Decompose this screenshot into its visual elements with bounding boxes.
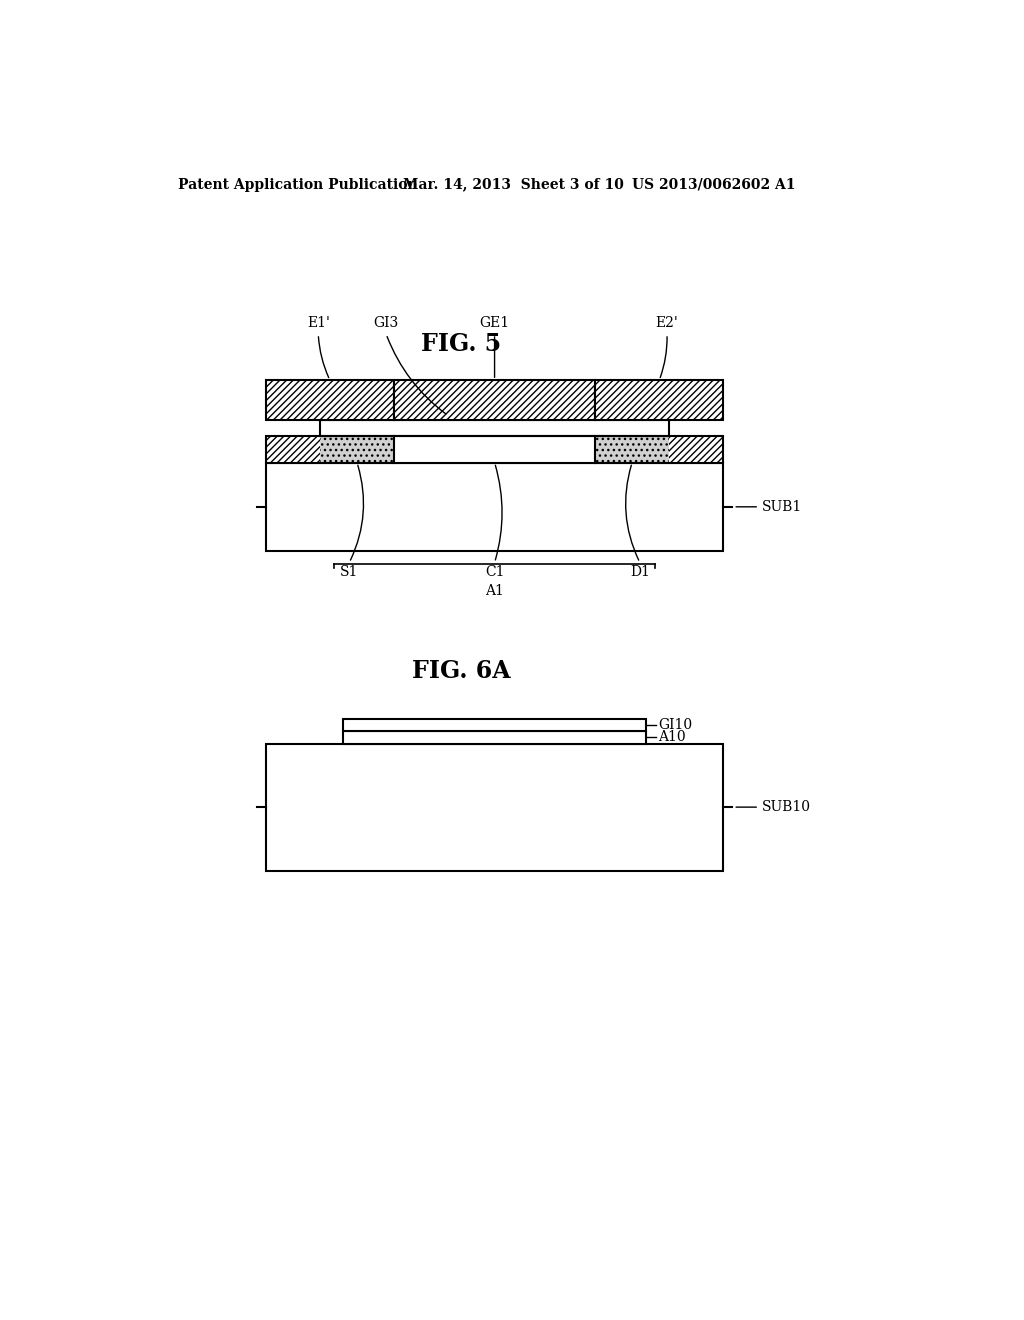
Bar [321,436,394,462]
Bar [343,731,646,743]
Text: A10: A10 [658,730,686,744]
Bar [394,380,595,420]
Text: S1: S1 [340,565,358,579]
Bar [266,436,321,462]
Text: SUB1: SUB1 [736,500,802,513]
Text: GE1: GE1 [479,315,510,330]
Text: E2': E2' [655,315,678,330]
Bar [394,436,595,462]
Bar [266,380,394,420]
Bar [669,436,723,462]
Text: C1: C1 [484,565,505,579]
Bar [266,462,723,552]
Bar [266,436,723,462]
Text: Mar. 14, 2013  Sheet 3 of 10: Mar. 14, 2013 Sheet 3 of 10 [403,178,624,191]
Text: FIG. 6A: FIG. 6A [412,659,511,682]
Text: GI10: GI10 [658,718,692,733]
Text: GI3: GI3 [374,315,398,330]
Bar [266,436,723,462]
Text: E1': E1' [307,315,330,330]
Text: FIG. 5: FIG. 5 [421,331,502,355]
Bar [321,420,669,436]
Text: Patent Application Publication: Patent Application Publication [178,178,418,191]
Text: SUB10: SUB10 [736,800,811,814]
Bar [595,436,669,462]
Bar [343,719,646,731]
Text: D1: D1 [630,565,650,579]
Bar [266,743,723,871]
Text: A1: A1 [485,585,504,598]
Bar [595,380,723,420]
Text: US 2013/0062602 A1: US 2013/0062602 A1 [632,178,796,191]
